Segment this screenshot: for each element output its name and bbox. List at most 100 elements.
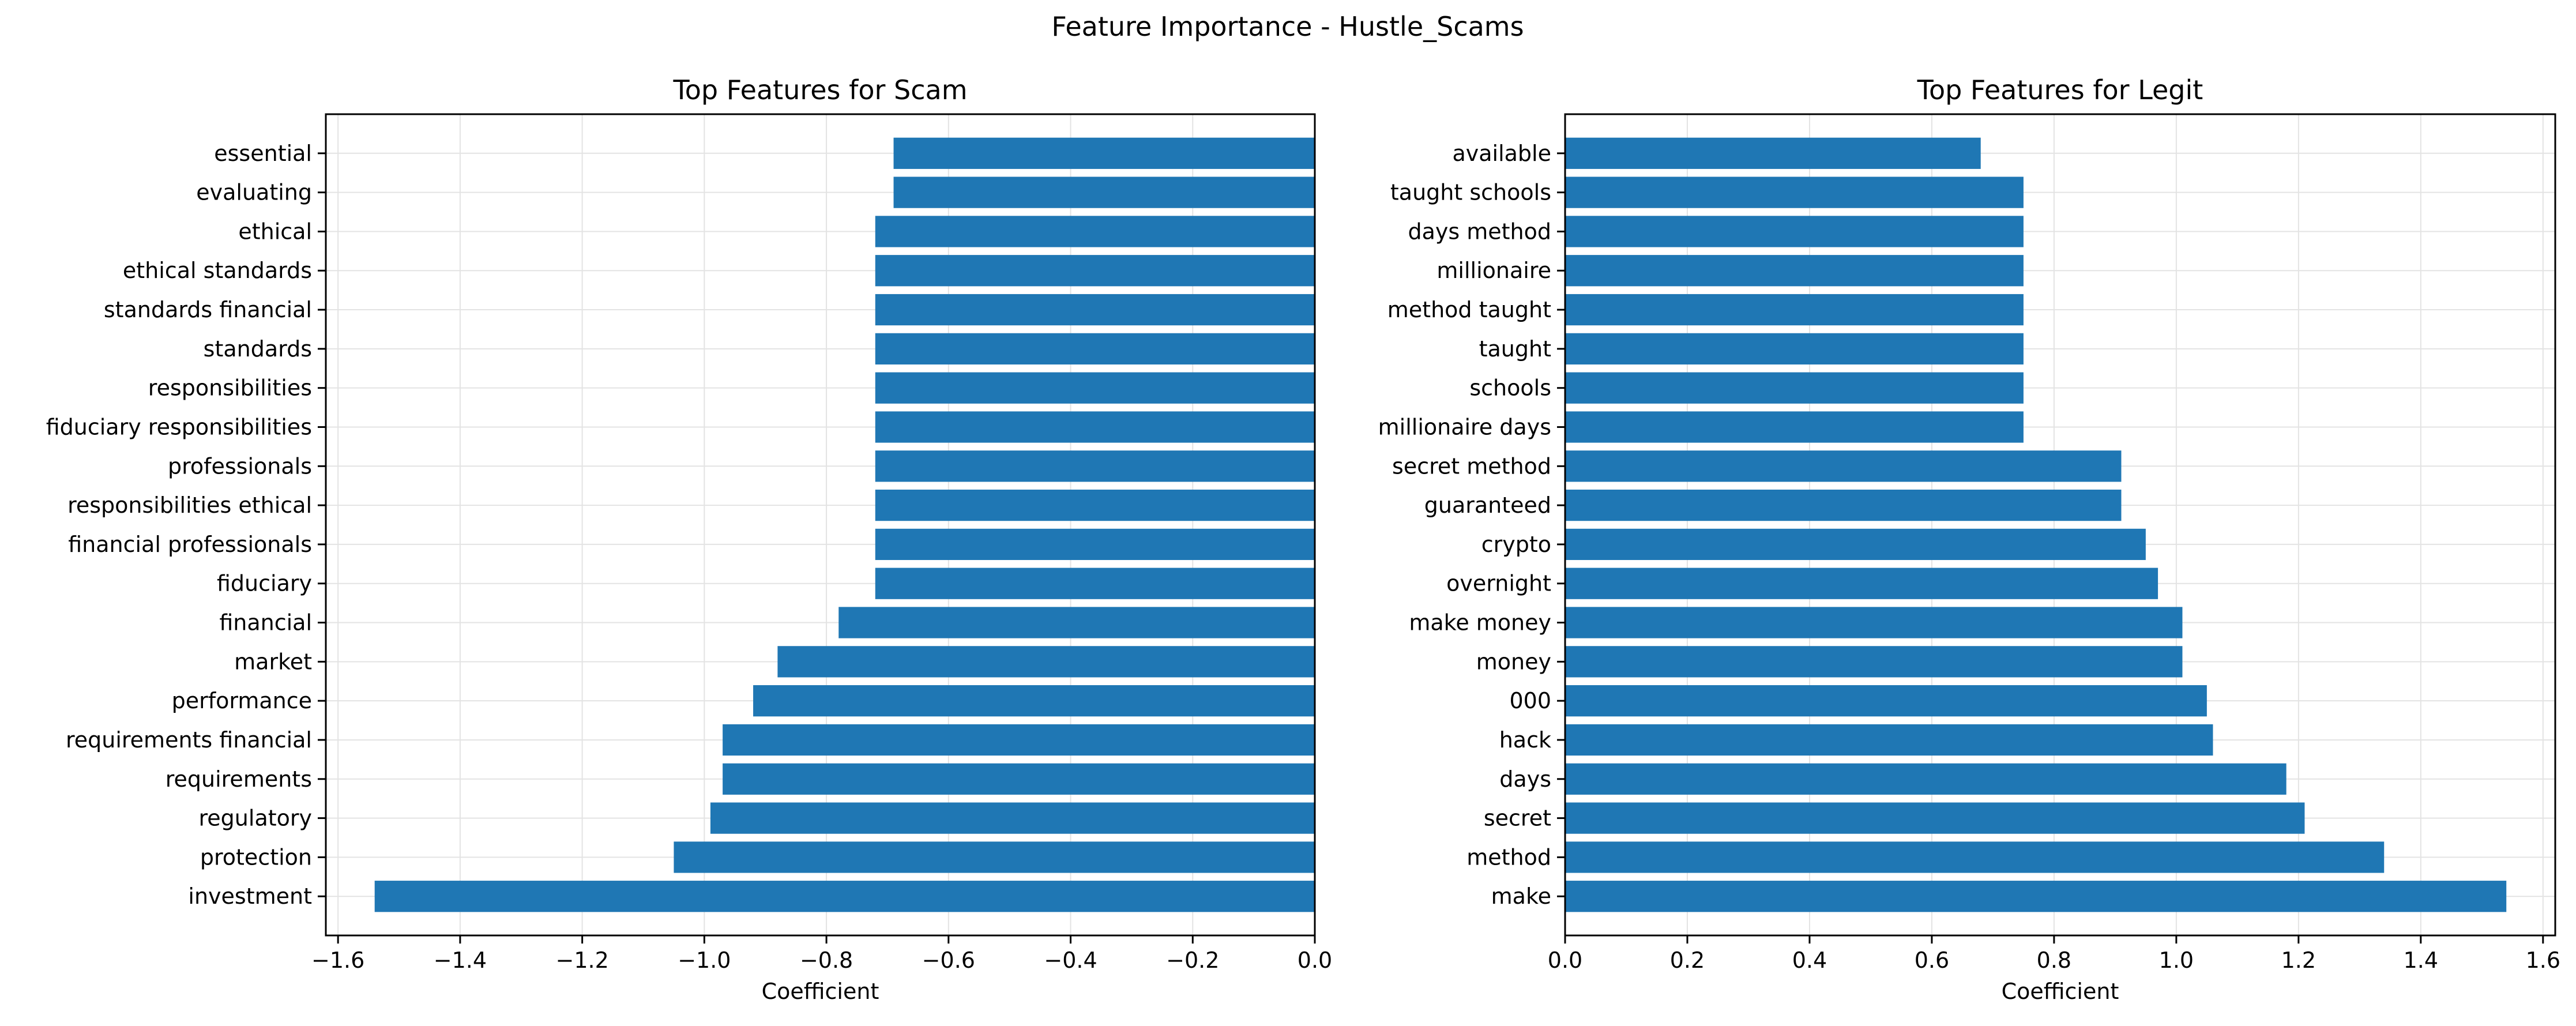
scam-category-label: fiduciary <box>217 571 312 596</box>
legit-bar <box>1565 528 2146 561</box>
scam-bar <box>723 763 1315 795</box>
legit-bar <box>1565 685 2207 717</box>
legit-category-label: overnight <box>1446 571 1551 596</box>
legit-xtick-label: 0.0 <box>1548 948 1582 973</box>
scam-axes-frame <box>325 113 1316 937</box>
legit-category-label: 000 <box>1509 688 1551 713</box>
scam-chart-title: Top Features for Scam <box>672 74 967 106</box>
scam-bar <box>875 255 1315 287</box>
legit-xtick-label: 0.2 <box>1670 948 1705 973</box>
scam-category-label: investment <box>188 884 312 909</box>
scam-bar <box>875 294 1315 326</box>
figure-suptitle: Feature Importance - Hustle_Scams <box>1051 11 1524 42</box>
legit-category-label: make money <box>1409 610 1551 636</box>
legit-category-label: hack <box>1499 727 1551 753</box>
legit-bar <box>1565 294 2024 326</box>
legit-xtick-label: 1.6 <box>2526 948 2560 973</box>
legit-bar <box>1565 841 2385 873</box>
scam-category-label: professionals <box>168 453 312 479</box>
legit-category-label: method taught <box>1387 297 1551 322</box>
scam-bar <box>875 216 1315 247</box>
legit-category-label: method <box>1466 844 1551 870</box>
legit-bar <box>1565 763 2287 795</box>
scam-xtick-label: −0.4 <box>1044 948 1097 973</box>
scam-bar <box>875 489 1315 521</box>
scam-bar <box>723 724 1315 756</box>
scam-xtick-label: −0.2 <box>1166 948 1219 973</box>
legit-category-label: money <box>1476 649 1551 674</box>
legit-chart-title: Top Features for Legit <box>1917 74 2203 106</box>
scam-bar <box>374 881 1315 912</box>
scam-category-label: standards <box>204 336 312 362</box>
scam-bar <box>875 333 1315 364</box>
legit-xtick-label: 1.0 <box>2159 948 2194 973</box>
scam-bar <box>875 568 1315 599</box>
scam-category-label: protection <box>200 844 312 870</box>
legit-bar <box>1565 724 2213 756</box>
scam-xtick-label: −0.6 <box>922 948 975 973</box>
scam-bar <box>875 372 1315 404</box>
legit-category-label: available <box>1452 141 1551 166</box>
legit-bar <box>1565 881 2507 912</box>
scam-category-label: market <box>234 649 312 674</box>
legit-xtick-label: 0.8 <box>2037 948 2071 973</box>
legit-category-label: make <box>1491 884 1551 909</box>
scam-category-label: ethical standards <box>123 258 312 283</box>
legit-xtick-label: 0.6 <box>1915 948 1949 973</box>
scam-category-label: requirements financial <box>66 727 312 753</box>
legit-bar <box>1565 646 2183 678</box>
scam-category-label: requirements <box>166 766 312 792</box>
scam-category-label: performance <box>172 688 312 713</box>
scam-xtick-label: −0.8 <box>800 948 853 973</box>
scam-bar <box>893 137 1315 169</box>
legit-category-label: days <box>1499 766 1551 792</box>
scam-bar <box>875 450 1315 482</box>
scam-xtick-label: −1.4 <box>434 948 487 973</box>
legit-bar <box>1565 802 2305 834</box>
legit-bar <box>1565 176 2024 208</box>
legit-bar <box>1565 137 1981 169</box>
scam-category-label: responsibilities ethical <box>67 493 312 518</box>
scam-category-label: responsibilities <box>148 375 312 401</box>
scam-xtick-label: −1.6 <box>311 948 364 973</box>
scam-xtick-label: −1.2 <box>555 948 608 973</box>
scam-category-label: standards financial <box>104 297 312 322</box>
legit-bar <box>1565 372 2024 404</box>
legit-category-label: millionaire days <box>1378 414 1551 439</box>
scam-category-label: fiduciary responsibilities <box>46 414 312 439</box>
legit-bar <box>1565 607 2183 638</box>
legit-bar <box>1565 255 2024 287</box>
scam-xtick-label: 0.0 <box>1298 948 1332 973</box>
legit-axes-frame <box>1564 113 2556 937</box>
legit-bar <box>1565 333 2024 364</box>
legit-bar <box>1565 411 2024 443</box>
legit-category-label: taught <box>1479 336 1551 362</box>
scam-xtick-label: −1.0 <box>678 948 731 973</box>
legit-xtick-label: 1.4 <box>2404 948 2438 973</box>
scam-category-label: regulatory <box>199 806 312 831</box>
scam-bar <box>875 411 1315 443</box>
legit-category-label: crypto <box>1481 532 1551 557</box>
legit-xtick-label: 0.4 <box>1792 948 1827 973</box>
legit-category-label: millionaire <box>1436 258 1551 283</box>
legit-category-label: guaranteed <box>1424 493 1551 518</box>
scam-category-label: essential <box>214 141 312 166</box>
legit-bar <box>1565 450 2122 482</box>
scam-category-label: financial professionals <box>68 532 312 557</box>
scam-bar <box>875 528 1315 561</box>
legit-bar <box>1565 216 2024 247</box>
legit-x-axis-label: Coefficient <box>2002 979 2119 1004</box>
legit-category-label: secret method <box>1392 453 1551 479</box>
scam-category-label: ethical <box>238 219 312 244</box>
scam-bar <box>838 607 1315 638</box>
legit-category-label: days method <box>1408 219 1551 244</box>
legit-category-label: secret <box>1484 806 1551 831</box>
scam-bar <box>710 802 1315 834</box>
scam-x-axis-label: Coefficient <box>762 979 879 1004</box>
scam-bar <box>753 685 1315 717</box>
legit-bar <box>1565 568 2158 599</box>
scam-features-chart: −1.6 −1.4 −1.2 −1.0 −0.8 −0.6 −0.4 −0.2 0.0 essen… <box>46 74 1333 1004</box>
legit-category-label: taught schools <box>1390 180 1551 205</box>
scam-category-label: evaluating <box>196 180 312 205</box>
